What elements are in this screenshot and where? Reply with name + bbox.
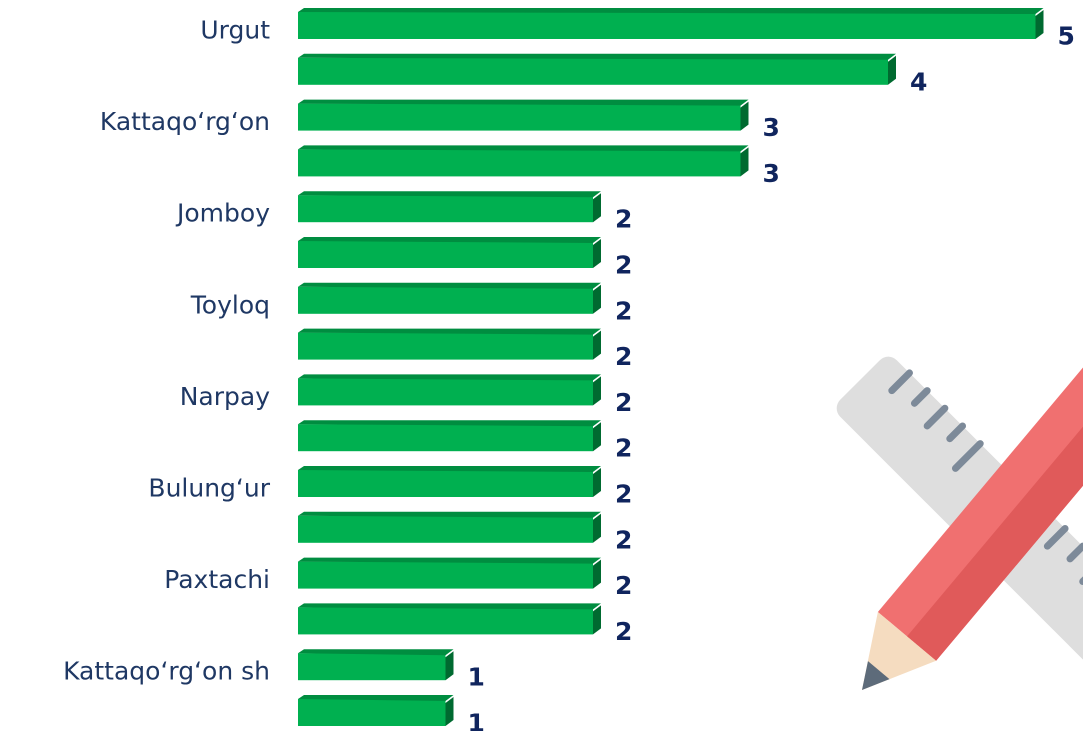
value-label: 2	[615, 388, 632, 417]
bar	[298, 378, 593, 405]
category-label: Narpay	[180, 382, 270, 411]
bar	[298, 699, 446, 726]
bar-side	[593, 422, 601, 451]
page: Urgut 5 4 Kattaqo‘rg‘on 3 3 Jomboy 2 2 Toyloq 2 2 Na…	[0, 0, 1083, 731]
bar-side	[888, 56, 896, 85]
bar	[298, 241, 593, 268]
bar	[298, 333, 593, 360]
value-label: 5	[1058, 22, 1075, 51]
value-label: 3	[763, 113, 780, 142]
bar-side	[741, 102, 749, 131]
bar-side	[446, 651, 454, 680]
bar	[298, 653, 446, 680]
category-label: Jomboy	[175, 199, 270, 228]
bar-side	[446, 697, 454, 726]
bar	[298, 195, 593, 222]
value-label: 2	[615, 480, 632, 509]
bar-side	[593, 560, 601, 589]
value-label: 2	[615, 434, 632, 463]
category-label: Urgut	[200, 16, 270, 45]
bar-side	[593, 468, 601, 497]
value-label: 1	[468, 663, 485, 692]
bar	[298, 287, 593, 314]
bar-side	[593, 239, 601, 268]
bar	[298, 58, 888, 85]
value-label: 4	[910, 67, 927, 96]
bar-side	[1036, 10, 1044, 39]
value-label: 2	[615, 296, 632, 325]
value-label: 2	[615, 571, 632, 600]
bar	[298, 12, 1036, 39]
bar	[298, 104, 741, 131]
value-label: 2	[615, 205, 632, 234]
bar-side	[593, 376, 601, 405]
bar-side	[741, 147, 749, 176]
bar-side	[593, 331, 601, 360]
value-label: 2	[615, 342, 632, 371]
category-label: Bulung‘ur	[148, 474, 270, 503]
category-label: Kattaqo‘rg‘on sh	[63, 657, 270, 686]
value-label: 2	[615, 617, 632, 646]
bar-side	[593, 193, 601, 222]
decoration	[832, 344, 1083, 715]
bar	[298, 607, 593, 634]
category-label: Kattaqo‘rg‘on	[100, 107, 270, 136]
value-label: 2	[615, 251, 632, 280]
bar	[298, 149, 741, 176]
value-label: 2	[615, 525, 632, 554]
bar	[298, 470, 593, 497]
bar	[298, 424, 593, 451]
chart: Urgut 5 4 Kattaqo‘rg‘on 3 3 Jomboy 2 2 Toyloq 2 2 Na…	[0, 0, 1083, 731]
bar	[298, 562, 593, 589]
bar-side	[593, 285, 601, 314]
bar-side	[593, 605, 601, 634]
value-label: 3	[763, 159, 780, 188]
category-label: Paxtachi	[164, 565, 270, 594]
value-label: 1	[468, 709, 485, 731]
category-label: Toyloq	[190, 290, 270, 319]
bar	[298, 516, 593, 543]
bar-side	[593, 514, 601, 543]
